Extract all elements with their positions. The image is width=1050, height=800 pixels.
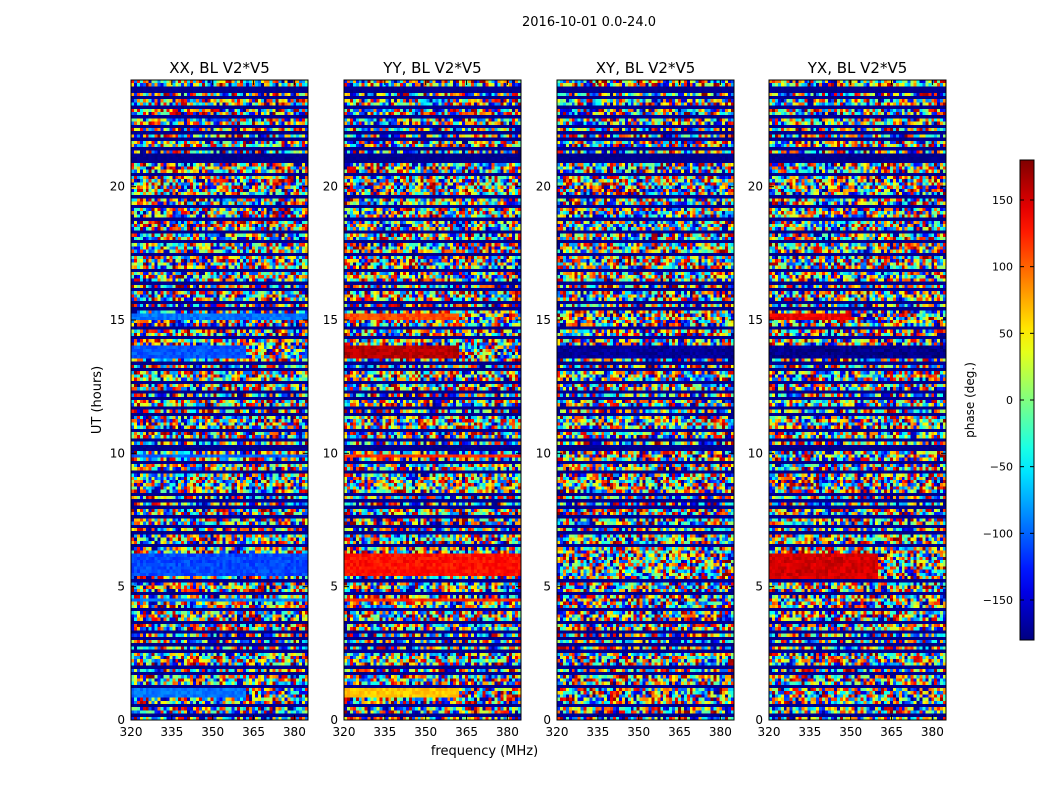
axes-frame (343, 79, 522, 721)
y-tick-label: 15 (323, 313, 338, 327)
x-tick-label: 335 (160, 725, 183, 739)
panel-4: YX, BL V2*V5 320 335 350 365 380 0 5 10 15 20 (748, 59, 947, 739)
y-tick-label: 10 (110, 446, 125, 460)
colorbar-tick-label: −50 (990, 461, 1013, 474)
colorbar-tick-label: −100 (983, 527, 1013, 540)
y-tick-label: 5 (330, 580, 338, 594)
panel-title: YX, BL V2*V5 (807, 59, 908, 77)
y-tick-label: 20 (110, 180, 125, 194)
panel-1: XX, BL V2*V5 320 335 350 365 380 0 5 10 15 20 UT (h… (90, 59, 309, 739)
y-tick-label: 15 (536, 313, 551, 327)
phase-heatmap (344, 80, 521, 720)
y-tick-label: 20 (536, 180, 551, 194)
x-tick-label: 380 (496, 725, 519, 739)
x-tick-label: 365 (242, 725, 265, 739)
axes-frame (556, 79, 735, 721)
x-tick-label: 335 (586, 725, 609, 739)
y-tick-label: 0 (543, 713, 551, 727)
x-axis-label: frequency (MHz) (431, 744, 538, 759)
colorbar-tick-label: 150 (992, 194, 1013, 207)
x-tick-label: 380 (283, 725, 306, 739)
panels: XX, BL V2*V5 320 335 350 365 380 0 5 10 15 20 UT (h… (90, 59, 947, 759)
x-tick-label: 380 (921, 725, 944, 739)
axes-frame (768, 79, 947, 721)
panel-title: YY, BL V2*V5 (382, 59, 481, 77)
figure-title: 2016-10-01 0.0-24.0 (522, 15, 656, 30)
x-tick-label: 350 (839, 725, 862, 739)
x-tick-label: 380 (709, 725, 732, 739)
colorbar-tick-label: 100 (992, 261, 1013, 274)
y-tick-label: 20 (748, 180, 763, 194)
x-tick-label: 320 (333, 725, 356, 739)
panel-title: XY, BL V2*V5 (596, 59, 696, 77)
x-tick-label: 335 (798, 725, 821, 739)
x-tick-label: 320 (758, 725, 781, 739)
colorbar-tick-label: 0 (1006, 394, 1013, 407)
y-tick-label: 10 (536, 446, 551, 460)
y-tick-label: 5 (117, 580, 125, 594)
y-tick-label: 15 (110, 313, 125, 327)
phase-heatmap (769, 80, 946, 720)
panel-2: YY, BL V2*V5 320 335 350 365 380 0 5 10 15 20 frequ… (323, 59, 538, 759)
colorbar-tick-label: −150 (983, 594, 1013, 607)
y-tick-label: 10 (323, 446, 338, 460)
y-tick-label: 0 (330, 713, 338, 727)
axes-frame (130, 79, 309, 721)
colorbar-label: phase (deg.) (963, 362, 977, 438)
colorbar: 150 100 50 0 −50 −100 −150 phase (deg.) (963, 159, 1035, 641)
panel-3: XY, BL V2*V5 320 335 350 365 380 0 5 10 15 20 (536, 59, 735, 739)
y-tick-label: 5 (543, 580, 551, 594)
y-tick-label: 20 (323, 180, 338, 194)
x-tick-label: 320 (546, 725, 569, 739)
x-tick-label: 365 (455, 725, 478, 739)
y-axis-label: UT (hours) (90, 366, 105, 434)
y-tick-label: 15 (748, 313, 763, 327)
x-tick-label: 350 (627, 725, 650, 739)
x-tick-label: 365 (880, 725, 903, 739)
x-tick-label: 350 (414, 725, 437, 739)
y-tick-label: 5 (755, 580, 763, 594)
phase-heatmap (557, 80, 734, 720)
colorbar-tick-label: 50 (999, 327, 1013, 340)
y-tick-label: 0 (117, 713, 125, 727)
x-tick-label: 335 (373, 725, 396, 739)
phase-heatmap (131, 80, 308, 720)
x-tick-label: 350 (201, 725, 224, 739)
x-tick-label: 365 (668, 725, 691, 739)
y-tick-label: 10 (748, 446, 763, 460)
y-tick-label: 0 (755, 713, 763, 727)
x-tick-label: 320 (120, 725, 143, 739)
panel-title: XX, BL V2*V5 (169, 59, 270, 77)
